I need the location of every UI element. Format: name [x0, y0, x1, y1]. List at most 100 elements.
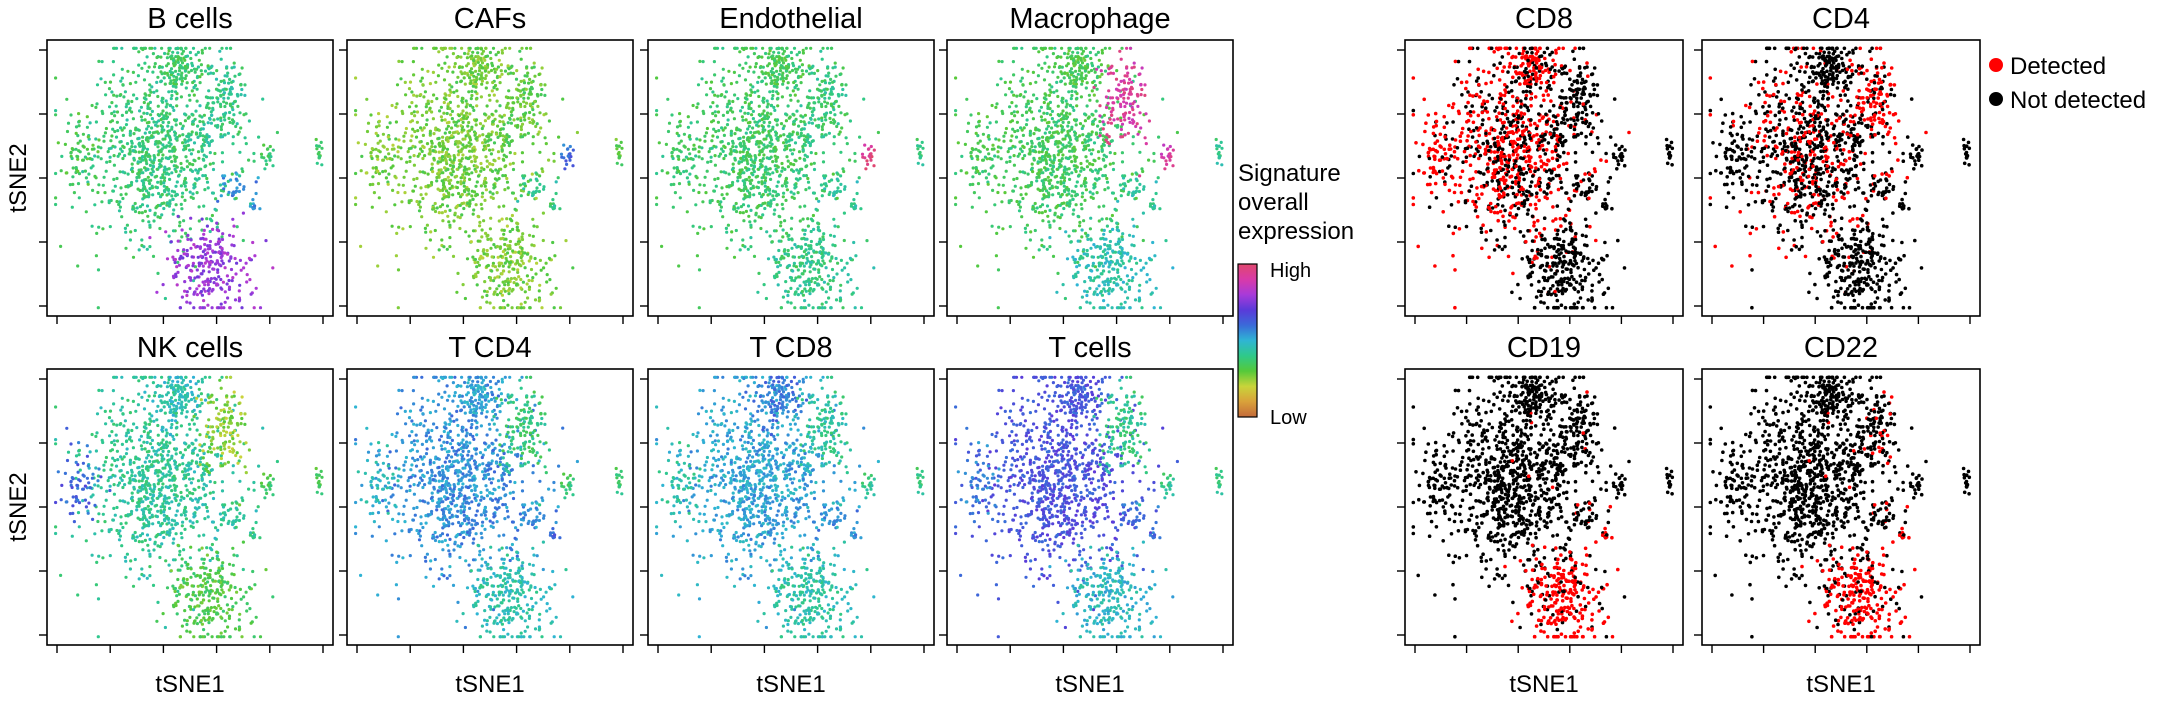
cell-point	[185, 86, 188, 89]
cell-point	[174, 90, 177, 93]
cell-point	[685, 156, 688, 159]
cell-point	[959, 245, 962, 248]
cell-point	[229, 103, 232, 106]
cell-point	[216, 268, 219, 271]
cell-point	[162, 121, 165, 124]
cell-point	[771, 90, 774, 93]
cell-point	[148, 83, 151, 86]
cell-point	[457, 153, 460, 156]
cell-point	[448, 107, 451, 110]
cell-point	[1176, 131, 1179, 134]
cell-point	[82, 159, 85, 162]
cell-point	[799, 219, 802, 222]
cell-point	[498, 177, 501, 180]
cell-point	[767, 56, 770, 59]
cell-point	[790, 227, 793, 230]
cell-point	[476, 180, 479, 183]
cell-point	[508, 47, 511, 50]
cell-point	[187, 71, 190, 74]
cell-point	[827, 75, 830, 78]
cell-point	[742, 171, 745, 174]
cell-point	[824, 81, 827, 84]
cell-point	[856, 180, 859, 183]
cell-point	[379, 150, 382, 153]
cell-point	[191, 81, 194, 84]
cell-point	[801, 73, 804, 76]
cell-point	[429, 82, 432, 85]
cell-point	[109, 156, 112, 159]
cell-point	[474, 137, 477, 140]
cell-point	[803, 127, 806, 130]
cell-point	[460, 99, 463, 102]
cell-point	[524, 266, 527, 269]
cell-point	[180, 74, 183, 77]
cell-point	[818, 275, 821, 278]
cell-point	[386, 115, 389, 118]
cell-point	[486, 104, 489, 107]
cell-point	[782, 228, 785, 231]
cell-point	[811, 277, 814, 280]
cell-point	[1095, 133, 1098, 136]
cell-point	[378, 196, 381, 199]
cell-point	[435, 97, 438, 100]
cell-point	[432, 132, 435, 135]
cell-point	[517, 83, 520, 86]
cell-point	[181, 80, 184, 83]
cell-point	[184, 55, 187, 58]
cell-point	[519, 278, 522, 281]
cell-point	[833, 135, 836, 138]
cell-point	[164, 188, 167, 191]
cell-point	[205, 133, 208, 136]
cell-point	[685, 170, 688, 173]
cell-point	[872, 164, 875, 167]
cell-point	[724, 146, 727, 149]
cell-point	[141, 219, 144, 222]
cell-point	[101, 227, 104, 230]
cell-point	[500, 63, 503, 66]
cell-point	[1044, 118, 1047, 121]
cell-point	[510, 65, 513, 68]
cell-point	[470, 97, 473, 100]
cell-point	[665, 143, 668, 146]
cell-point	[113, 47, 116, 50]
cell-point	[750, 179, 753, 182]
cell-point	[489, 217, 492, 220]
cell-point	[172, 109, 175, 112]
cell-point	[120, 193, 123, 196]
cell-point	[456, 145, 459, 148]
cell-point	[804, 188, 807, 191]
cell-point	[516, 261, 519, 264]
cell-point	[760, 70, 763, 73]
cell-point	[428, 152, 431, 155]
cell-point	[832, 276, 835, 279]
cell-point	[498, 114, 501, 117]
cell-point	[167, 192, 170, 195]
cell-point	[172, 213, 175, 216]
cell-point	[1112, 162, 1115, 165]
cell-point	[496, 268, 499, 271]
cell-point	[759, 227, 762, 230]
cell-point	[692, 225, 695, 228]
cell-point	[415, 105, 418, 108]
cell-point	[785, 177, 788, 180]
cell-point	[396, 83, 399, 86]
cell-point	[1091, 148, 1094, 151]
cell-point	[796, 133, 799, 136]
cell-point	[1066, 103, 1069, 106]
cell-point	[216, 200, 219, 203]
cell-point	[148, 224, 151, 227]
cell-point	[824, 91, 827, 94]
cell-point	[165, 99, 168, 102]
cell-point	[104, 93, 107, 96]
cell-point	[485, 74, 488, 77]
cell-point	[87, 173, 90, 176]
cell-point	[248, 257, 251, 260]
cell-point	[143, 146, 146, 149]
cell-point	[737, 206, 740, 209]
cell-point	[515, 282, 518, 285]
cell-point	[1051, 110, 1054, 113]
cell-point	[728, 173, 731, 176]
cell-point	[840, 83, 843, 86]
cell-point	[747, 168, 750, 171]
cell-point	[1042, 112, 1045, 115]
